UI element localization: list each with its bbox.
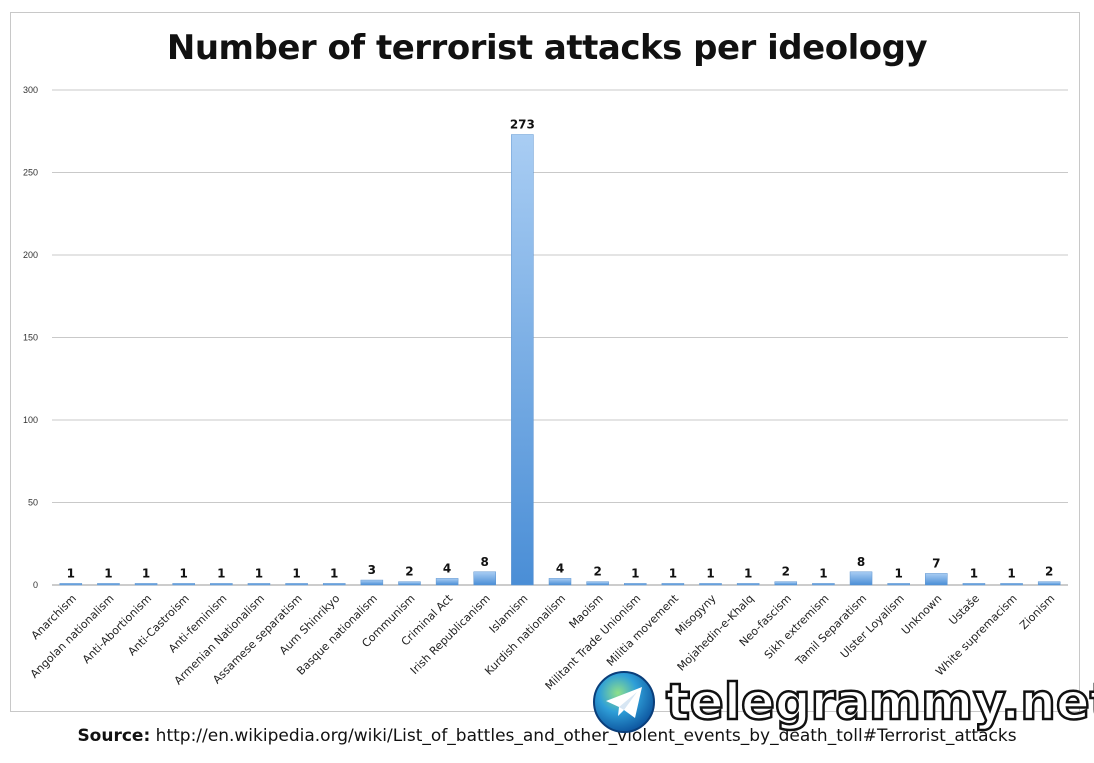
- y-tick-label: 50: [28, 498, 38, 508]
- data-label: 8: [481, 555, 489, 569]
- bar: [548, 578, 572, 586]
- y-tick-label: 200: [23, 250, 38, 260]
- data-label: 1: [104, 566, 112, 580]
- bar: [59, 583, 83, 586]
- watermark-text: telegrammy.net: [665, 672, 1094, 733]
- gridlines: [52, 89, 1068, 586]
- data-label: 1: [330, 566, 338, 580]
- bar: [774, 581, 798, 586]
- data-label: 4: [556, 561, 564, 575]
- bar: [812, 583, 835, 586]
- y-tick-label: 300: [23, 85, 38, 95]
- x-tick-label: Ulster Loyalism: [838, 592, 907, 661]
- bar: [473, 571, 496, 586]
- bar: [172, 583, 195, 586]
- bar: [699, 583, 722, 586]
- bar: [247, 583, 271, 586]
- data-label: 3: [368, 563, 376, 577]
- y-axis-ticks: 0 50 100 150 200 250 300: [23, 85, 38, 590]
- bar: [134, 583, 158, 586]
- bar: [586, 581, 609, 586]
- data-label: 1: [67, 566, 75, 580]
- x-tick-label: Unknown: [899, 592, 944, 637]
- bar: [661, 583, 685, 586]
- bar: [925, 573, 948, 586]
- x-tick-label: Tamil Separatism: [792, 592, 869, 669]
- bar: [887, 583, 910, 586]
- data-label: 1: [180, 566, 188, 580]
- x-tick-label: Sikh extremism: [762, 592, 832, 662]
- bars: [59, 134, 1061, 586]
- bar: [849, 571, 873, 586]
- bar: [398, 581, 421, 586]
- data-label: 1: [894, 566, 902, 580]
- bar: [1037, 581, 1061, 586]
- source-caption: Source: http://en.wikipedia.org/wiki/Lis…: [0, 726, 1094, 746]
- data-label: 2: [593, 565, 601, 579]
- bar: [97, 583, 120, 586]
- data-label: 1: [631, 566, 639, 580]
- data-label: 1: [970, 566, 978, 580]
- data-label: 1: [744, 566, 752, 580]
- data-label: 1: [1007, 566, 1015, 580]
- telegram-paper-plane-icon: [593, 671, 655, 733]
- data-label: 273: [510, 118, 535, 132]
- bar: [736, 583, 760, 586]
- data-label: 1: [142, 566, 150, 580]
- bar: [1000, 583, 1023, 586]
- chart-frame: [10, 12, 1080, 712]
- x-tick-label: Ustaše: [946, 592, 982, 628]
- y-tick-label: 250: [23, 168, 38, 178]
- data-label: 1: [292, 566, 300, 580]
- watermark: telegrammy.net: [592, 670, 1094, 734]
- bar: [210, 583, 233, 586]
- bar: [322, 583, 346, 586]
- x-tick-label: Militia movement: [604, 591, 681, 668]
- data-label: 8: [857, 555, 865, 569]
- source-label: Source:: [77, 726, 151, 746]
- bar: [624, 583, 647, 586]
- data-label: 1: [819, 566, 827, 580]
- bar: [435, 578, 459, 586]
- data-label: 1: [255, 566, 263, 580]
- bar: [360, 579, 384, 586]
- bar: [962, 583, 986, 586]
- data-label: 2: [1045, 565, 1053, 579]
- bar: [285, 583, 308, 586]
- x-tick-label: Anti-Abortionism: [80, 592, 154, 666]
- y-tick-label: 150: [23, 333, 38, 343]
- data-label: 1: [669, 566, 677, 580]
- data-label: 4: [443, 561, 451, 575]
- y-tick-label: 0: [33, 580, 38, 590]
- data-label: 7: [932, 556, 940, 570]
- data-label: 1: [217, 566, 225, 580]
- source-url: http://en.wikipedia.org/wiki/List_of_bat…: [150, 726, 1017, 746]
- data-label: 1: [706, 566, 714, 580]
- bar: [511, 134, 534, 586]
- data-label: 2: [782, 565, 790, 579]
- y-tick-label: 100: [23, 415, 38, 425]
- chart-title: Number of terrorist attacks per ideology: [166, 28, 928, 68]
- data-labels: 1 1 1 1 1 1 1 1 3 2 4 8 273 4 2 1 1 1 1 2 1 8 1 7 1 1 2: [67, 118, 1054, 581]
- data-label: 2: [405, 565, 413, 579]
- x-tick-label: Zionism: [1017, 592, 1057, 632]
